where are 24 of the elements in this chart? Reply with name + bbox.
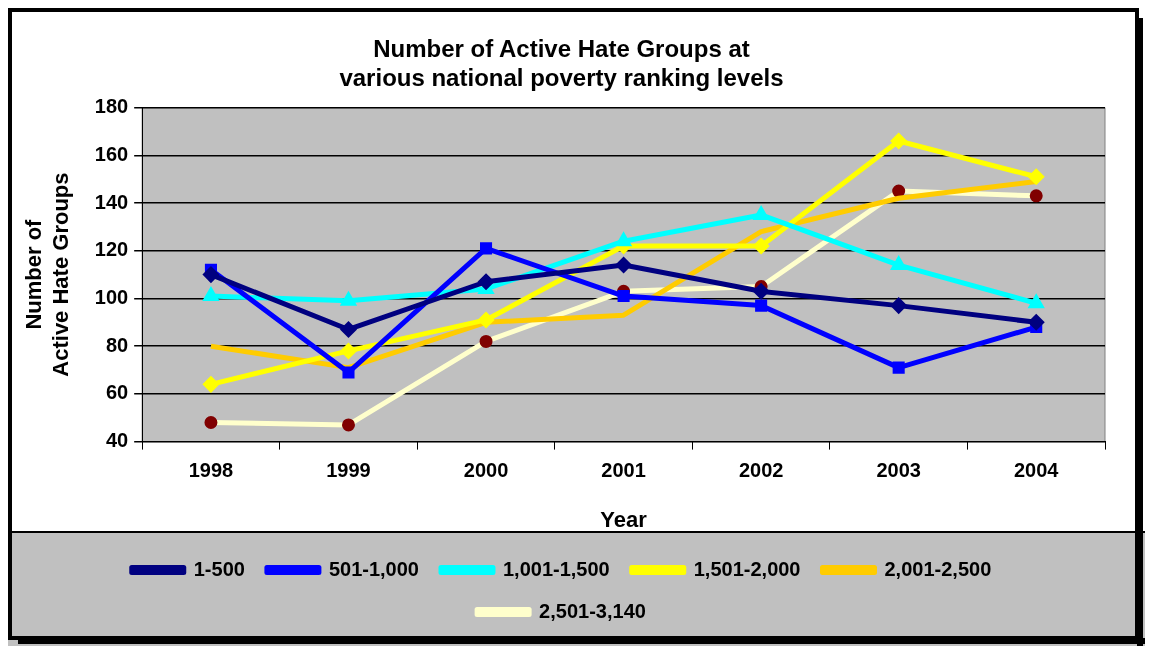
y-tick-label: 160	[94, 142, 129, 165]
legend-label: 501-1,000	[328, 557, 419, 580]
legend-label: 2,501-3,140	[539, 599, 646, 622]
legend-label: 2,001-2,500	[884, 557, 992, 580]
x-axis-title: Year	[600, 506, 648, 532]
y-tick-label: 40	[105, 429, 129, 452]
legend-label: 1,001-1,500	[502, 557, 610, 580]
y-tick-label: 100	[94, 285, 129, 308]
y-tick-label: 60	[105, 381, 129, 404]
legend-label: 1-500	[193, 557, 245, 580]
y-tick-label: 140	[94, 190, 129, 213]
x-tick-label: 1999	[326, 459, 371, 482]
x-tick-label: 2001	[601, 459, 646, 482]
y-tick-label: 180	[94, 95, 129, 118]
y-tick-label: 80	[105, 333, 129, 356]
x-tick-label: 1998	[188, 459, 234, 482]
y-axis-title: Number of Active Hate Groups	[21, 172, 73, 377]
x-tick-label: 2003	[876, 459, 921, 482]
x-tick-label: 2000	[463, 459, 509, 482]
legend-label: 1,501-2,000	[693, 557, 801, 580]
chart-title: Number of Active Hate Groups at various national poverty ranking levels	[339, 35, 784, 91]
x-tick-label: 2004	[1013, 459, 1060, 482]
x-tick-label: 2002	[738, 459, 784, 482]
y-tick-label: 120	[94, 238, 129, 261]
